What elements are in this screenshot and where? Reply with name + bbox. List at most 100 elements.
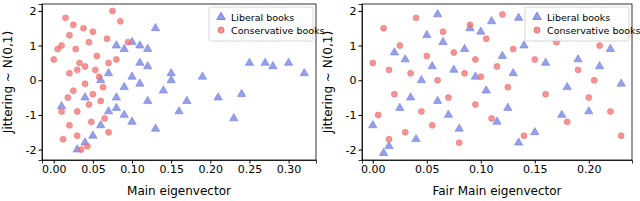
tick-label: 0.10 (120, 163, 145, 176)
tick-mark (359, 150, 363, 151)
tick: 0.05 (415, 160, 440, 176)
legend-label: Liberal books (231, 12, 294, 23)
point (563, 82, 571, 89)
tick-label: 0.00 (361, 163, 386, 176)
point (136, 58, 144, 65)
point (84, 143, 90, 149)
point (120, 82, 128, 89)
point (514, 13, 522, 20)
y-axis: -2-1012 (26, 5, 43, 161)
series (51, 8, 131, 153)
point (151, 23, 159, 30)
point (390, 48, 398, 55)
point (269, 62, 277, 69)
tick: 2 (30, 5, 43, 18)
point (300, 69, 308, 76)
panel: 0.000.050.100.150.20-2-1012Fair Main eig… (321, 4, 640, 198)
tick-mark (39, 80, 43, 81)
point (214, 93, 222, 100)
point (90, 91, 96, 97)
point (375, 112, 381, 118)
tick: 2 (350, 5, 363, 18)
tick-mark (39, 150, 43, 151)
point (433, 10, 441, 17)
tick-label: 1 (350, 40, 357, 53)
point (104, 107, 112, 114)
point (617, 79, 625, 86)
point (65, 95, 71, 101)
point (483, 36, 489, 42)
point (564, 119, 570, 125)
point (70, 22, 76, 28)
legend-label: Conservative books (547, 25, 640, 36)
legend-marker (533, 12, 541, 19)
tick: 0.20 (577, 160, 602, 176)
point (386, 67, 392, 73)
point (74, 67, 80, 73)
point (487, 17, 495, 24)
tick-label: 0.10 (469, 163, 494, 176)
point (402, 129, 408, 135)
point (113, 56, 119, 62)
tick-label: -1 (346, 109, 357, 122)
point (78, 147, 84, 153)
point (167, 75, 175, 82)
tick-label: -2 (346, 144, 357, 157)
point (112, 41, 120, 48)
point (74, 108, 80, 114)
tick-mark (39, 46, 43, 47)
point (77, 60, 83, 66)
point (607, 108, 613, 114)
point (595, 62, 603, 69)
series (57, 23, 308, 152)
point (92, 67, 98, 73)
point (74, 133, 80, 139)
point (462, 70, 468, 76)
tick-mark (359, 46, 363, 47)
point (585, 107, 593, 114)
point (60, 136, 66, 142)
tick: 0.00 (361, 160, 386, 176)
tick-label: 2 (30, 5, 37, 18)
point (467, 22, 473, 28)
point (455, 124, 463, 131)
tick: 0 (30, 74, 43, 87)
point (428, 62, 436, 69)
point (440, 29, 446, 35)
point (230, 114, 238, 121)
point (237, 89, 245, 96)
legend-marker (217, 12, 225, 19)
point (606, 44, 614, 51)
tick-label: 1 (30, 40, 37, 53)
point (261, 58, 269, 65)
y-axis-title: Jittering ~ N(0,1) (1, 31, 15, 134)
tick: -1 (346, 109, 362, 122)
point (144, 96, 152, 103)
point (104, 36, 110, 42)
point (381, 25, 387, 31)
tick-label: 0.15 (159, 163, 184, 176)
point (521, 133, 527, 139)
point (136, 41, 144, 48)
tick: 0.10 (120, 160, 145, 176)
point (396, 103, 404, 110)
point (379, 148, 387, 155)
point (510, 46, 516, 52)
point (112, 93, 120, 100)
point (104, 69, 112, 76)
point (391, 91, 397, 97)
tick-label: 0.05 (415, 163, 440, 176)
y-axis-title: Jittering ~ N(0,1) (321, 31, 335, 134)
point (82, 63, 88, 69)
tick-label: 2 (350, 5, 357, 18)
point (245, 58, 253, 65)
tick: 1 (30, 40, 43, 53)
tick-label: 0.15 (523, 163, 548, 176)
point (86, 102, 92, 108)
tick: 0.30 (277, 160, 302, 176)
point (96, 74, 102, 80)
point (120, 110, 128, 117)
point (460, 44, 468, 51)
tick-label: 0.25 (238, 163, 263, 176)
point (591, 77, 597, 83)
